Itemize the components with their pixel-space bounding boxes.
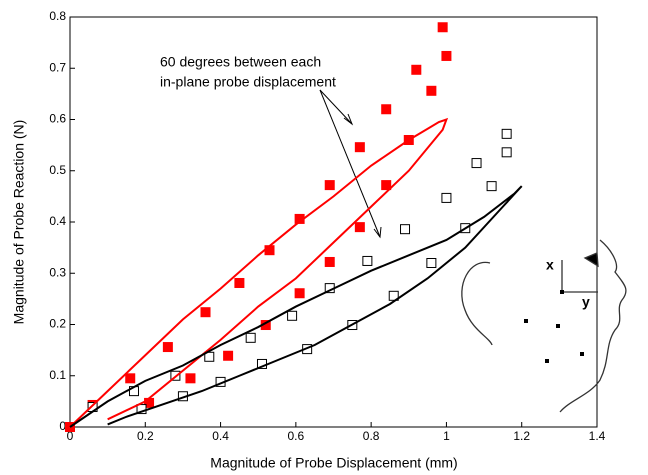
point [426,258,437,268]
inset-face [461,239,627,413]
point [426,85,437,96]
x-tick-label: 0.8 [363,429,380,443]
point [381,104,392,115]
point [234,277,245,288]
point [144,397,155,408]
y-tick-label: 0.8 [49,9,66,23]
point [441,192,452,203]
annotation-arrows [319,89,382,239]
profile [559,239,627,413]
ear [461,261,493,346]
annotation: 60 degrees between each [160,54,321,70]
probe [583,252,599,268]
y-tick-label: 0.1 [49,368,66,382]
x-tick-label: 0.4 [212,429,229,443]
point [354,142,365,153]
point [501,128,512,139]
y-tick-label: 0 [59,419,66,433]
dot [545,359,549,363]
y-tick-label: 0.7 [49,60,66,74]
point [362,255,373,266]
point [324,180,335,191]
point [223,350,234,361]
point [162,342,173,353]
point [294,213,305,224]
x-tick-label: 0 [67,429,74,443]
y-tick-label: 0.6 [49,112,66,126]
inset-label: x [546,257,554,273]
arrow-head [373,226,382,239]
inset-dots [524,290,584,363]
curve [69,185,523,428]
point [441,50,452,61]
y-tick-label: 0.3 [49,265,66,279]
x-tick-label: 1.2 [513,429,530,443]
dot [560,290,564,294]
point [245,332,256,343]
point [294,288,305,299]
point [260,320,271,331]
dot [580,352,584,356]
point [471,158,482,169]
arrow [319,89,381,238]
x-tick-label: 1.4 [589,429,606,443]
point [411,64,422,75]
dot [524,319,528,323]
point [287,310,298,321]
x-tick-label: 0.2 [137,429,154,443]
arrow [319,89,353,125]
curve [69,117,449,428]
point [501,147,512,158]
y-tick-label: 0.4 [49,214,66,228]
annotation: in-plane probe displacement [160,74,336,90]
point [486,181,497,192]
inset-label: y [582,294,590,310]
plot-frame [69,16,598,428]
point [381,180,392,191]
point [324,256,335,267]
y-axis-label: Magnitude of Probe Reaction (N) [11,120,27,325]
point [437,22,448,33]
point [400,224,411,235]
y-tick-label: 0.5 [49,163,66,177]
point [200,307,211,318]
point [354,222,365,233]
arrow-head [343,113,354,126]
y-tick-label: 0.2 [49,317,66,331]
x-tick-label: 0.6 [288,429,305,443]
dot [556,324,560,328]
point [125,373,136,384]
x-axis-label: Magnitude of Probe Displacement (mm) [210,455,457,471]
x-tick-label: 1 [443,429,450,443]
point [264,245,275,256]
point [185,373,196,384]
